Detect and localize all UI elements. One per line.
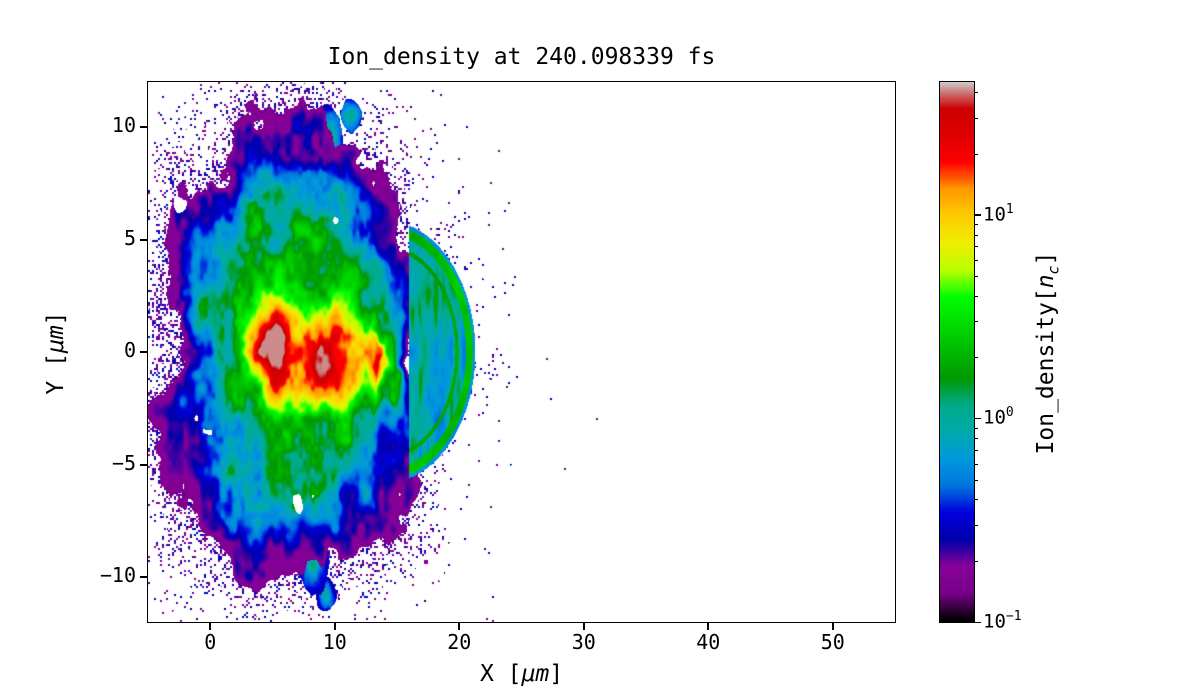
y-tick-label: 0: [123, 338, 136, 362]
colorbar-tick-mark: [974, 417, 981, 420]
y-tick-label: −10: [99, 563, 136, 587]
y-tick-label: −5: [111, 450, 136, 475]
colorbar-minor-tick-mark: [974, 321, 978, 323]
x-tick-mark: [582, 622, 585, 630]
colorbar-minor-tick-mark: [974, 260, 978, 262]
colorbar-minor-tick-mark: [974, 295, 978, 297]
colorbar-minor-tick-mark: [974, 153, 978, 155]
colorbar-minor-tick-mark: [974, 246, 978, 248]
x-tick-mark: [458, 622, 461, 630]
colorbar-minor-tick-mark: [974, 276, 978, 278]
colorbar-label-post: ]: [1033, 251, 1059, 266]
y-tick-mark: [140, 126, 148, 128]
y-tick-label: 5: [123, 225, 136, 250]
colorbar-minor-tick-mark: [974, 479, 978, 481]
x-axis-label-post: ]: [549, 661, 564, 687]
colorbar-minor-tick-mark: [974, 438, 978, 440]
colorbar-minor-tick-mark: [974, 449, 978, 451]
colorbar-minor-tick-mark: [974, 463, 978, 465]
y-tick-mark: [140, 463, 148, 466]
colorbar-minor-tick-mark: [974, 499, 978, 501]
x-axis-label-pre: X [: [479, 661, 522, 687]
colorbar-tick-mark: [974, 621, 981, 623]
colorbar-minor-tick-mark: [974, 357, 978, 359]
colorbar-minor-tick-mark: [974, 117, 978, 119]
heatmap-canvas: [148, 82, 895, 622]
x-tick-mark: [831, 622, 834, 630]
x-tick-mark: [707, 622, 710, 630]
y-tick-mark: [140, 576, 148, 578]
colorbar-tick-label: 100: [983, 405, 1014, 429]
colorbar-gradient: [940, 82, 974, 622]
x-tick-label: 50: [820, 630, 845, 654]
colorbar-unit: n: [1033, 274, 1059, 289]
x-axis-unit: μm: [521, 661, 550, 687]
plot-area: [147, 81, 896, 623]
colorbar-tick-label: 10−1: [983, 609, 1022, 633]
y-axis-label-post: ]: [43, 311, 69, 326]
colorbar-minor-tick-mark: [974, 234, 978, 236]
x-tick-label: 30: [571, 630, 596, 654]
colorbar-unit-sub: c: [1044, 265, 1063, 275]
colorbar-label-pre: Ion_density[: [1033, 288, 1059, 455]
colorbar-label: Ion_density[nc]: [1033, 203, 1063, 503]
colorbar-minor-tick-mark: [974, 560, 978, 562]
colorbar-tick-mark: [974, 214, 981, 216]
x-tick-label: 0: [204, 630, 217, 654]
chart-title: Ion_density at 240.098339 fs: [327, 44, 716, 70]
x-axis-label: X [μm]: [148, 661, 895, 687]
y-tick-label: 10: [111, 113, 136, 137]
y-tick-mark: [140, 238, 148, 241]
colorbar-minor-tick-mark: [974, 92, 978, 94]
colorbar: [939, 81, 975, 623]
y-tick-mark: [140, 351, 148, 353]
colorbar-minor-tick-mark: [974, 427, 978, 429]
x-tick-label: 40: [696, 630, 721, 654]
x-tick-mark: [333, 622, 336, 630]
colorbar-tick-label: 101: [983, 201, 1014, 226]
x-tick-label: 20: [447, 630, 472, 654]
x-tick-label: 10: [322, 630, 347, 654]
colorbar-minor-tick-mark: [974, 224, 978, 226]
x-tick-mark: [209, 622, 212, 630]
colorbar-minor-tick-mark: [974, 524, 978, 526]
